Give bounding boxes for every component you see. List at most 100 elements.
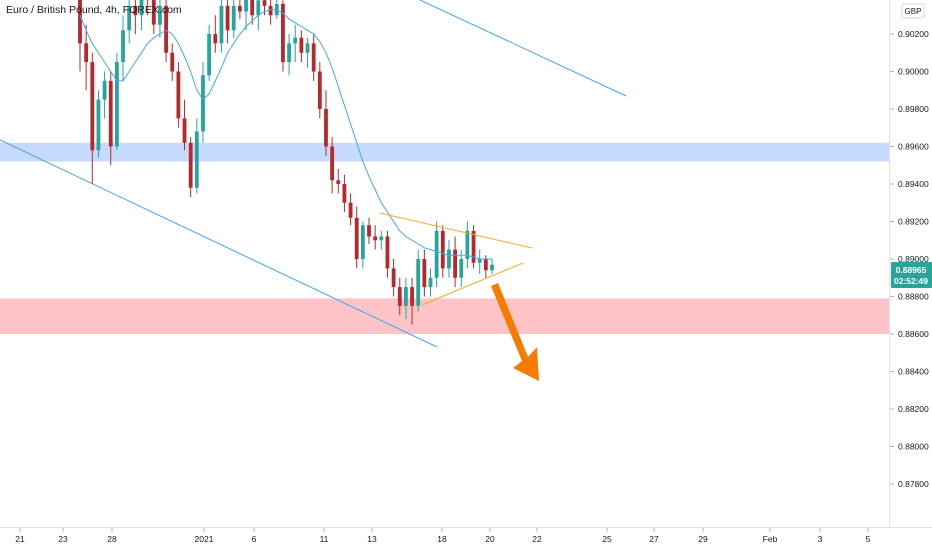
candle-body — [114, 62, 119, 147]
y-tick-label: 0.89000 — [898, 254, 929, 264]
candle — [305, 37, 310, 68]
candle — [490, 259, 494, 274]
candle — [367, 217, 371, 244]
x-axis-ticks[interactable]: 21 23 28 2021 6 11 13 18 20 22 25 27 29 Feb 3 5 — [15, 528, 871, 544]
candle — [324, 90, 328, 156]
y-axis-ticks: 0.90200 0.90000 0.89800 0.89600 0.89400 0.892… — [890, 29, 929, 489]
candle — [379, 230, 384, 250]
candle — [219, 0, 224, 53]
candle-body — [324, 109, 328, 147]
candle-body — [465, 230, 470, 259]
candle — [102, 71, 107, 119]
candle-body — [440, 230, 445, 269]
x-tick-label: 23 — [58, 534, 68, 544]
candle — [194, 118, 199, 194]
candle — [453, 236, 458, 288]
x-tick-label: 27 — [649, 534, 659, 544]
candle — [108, 71, 113, 166]
candle — [207, 24, 212, 81]
candle — [164, 0, 168, 63]
candle-body — [477, 259, 482, 263]
candle — [293, 24, 298, 63]
candle-body — [194, 131, 199, 188]
candle — [201, 62, 205, 143]
candle — [133, 0, 138, 34]
down-arrow — [491, 283, 539, 381]
candle — [281, 0, 285, 72]
candle-body — [281, 4, 285, 63]
candle-body — [237, 5, 242, 12]
candle-body — [354, 217, 359, 259]
triangle-lower-line — [421, 262, 524, 306]
candle — [311, 34, 316, 81]
candle — [434, 221, 439, 288]
candle-body — [244, 0, 248, 12]
x-tick-label: 28 — [107, 534, 117, 544]
x-tick-label: 29 — [698, 534, 708, 544]
sma-line — [79, 9, 492, 260]
candle-body — [385, 236, 390, 269]
candle-body — [158, 5, 162, 25]
candle-body — [213, 34, 218, 44]
candle-body — [342, 184, 347, 203]
candle — [287, 34, 291, 76]
candle-body — [447, 249, 451, 269]
x-tick-label: 20 — [485, 534, 495, 544]
candle — [158, 0, 162, 38]
x-tick-label: 13 — [367, 534, 377, 544]
candle-body — [96, 99, 101, 151]
candle — [354, 206, 359, 269]
candle — [256, 0, 261, 31]
candle — [96, 90, 101, 158]
candle — [459, 249, 464, 288]
candle-body — [483, 259, 488, 271]
y-tick-label: 0.89600 — [898, 142, 929, 152]
candle-body — [182, 118, 187, 143]
candle-body — [268, 5, 273, 16]
drawings-layer — [379, 212, 539, 381]
candle-body — [133, 5, 138, 16]
candle — [404, 277, 408, 319]
candle-body — [151, 0, 156, 25]
candle-body — [428, 277, 433, 288]
candle — [410, 277, 414, 325]
candle-body — [391, 268, 396, 288]
candles-layer — [78, 0, 494, 325]
candle-body — [459, 259, 464, 278]
candle — [182, 99, 187, 151]
candle-body — [373, 236, 378, 241]
currency-button[interactable] — [901, 3, 925, 19]
x-tick-label: 21 — [15, 534, 25, 544]
candle-body — [262, 0, 267, 6]
candle-body — [299, 37, 304, 53]
candle — [151, 0, 156, 34]
x-tick-label: 11 — [320, 534, 329, 544]
candle — [84, 24, 89, 91]
support-zone — [0, 298, 889, 334]
candle-body — [250, 0, 255, 16]
candle-body — [330, 146, 335, 181]
candle-body — [379, 236, 384, 241]
candle-body — [225, 5, 230, 31]
y-tick-label: 0.90200 — [898, 29, 929, 39]
candle-body — [90, 62, 95, 151]
candle — [416, 249, 421, 312]
candle-body — [317, 71, 322, 109]
candle-body — [219, 5, 224, 44]
x-tick-label: 2021 — [195, 534, 214, 544]
candle — [428, 268, 433, 297]
candle — [213, 15, 218, 53]
candle — [231, 0, 236, 38]
candle — [244, 0, 248, 31]
y-tick-label: 0.88000 — [898, 442, 929, 452]
candle — [147, 0, 149, 16]
y-tick-label: 0.88600 — [898, 329, 929, 339]
candle — [317, 62, 322, 119]
candle-body — [434, 230, 439, 278]
candle-body — [127, 5, 132, 31]
lines-layer — [0, 0, 627, 348]
candle-body — [170, 52, 175, 72]
x-tick-label: Feb — [763, 534, 778, 544]
candle — [188, 137, 193, 198]
